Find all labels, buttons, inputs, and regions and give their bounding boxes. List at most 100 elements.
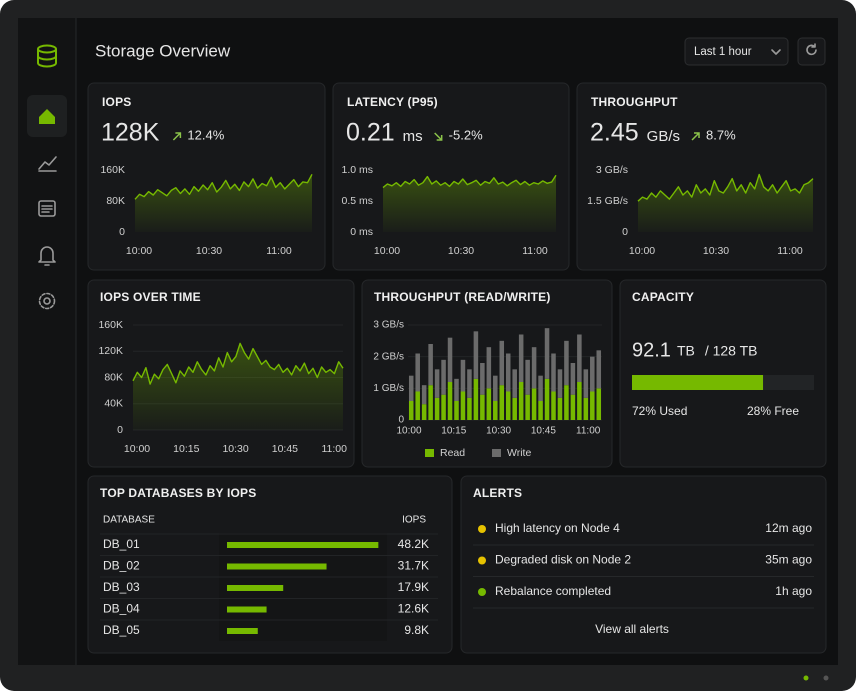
db-iops: 12.6K bbox=[398, 602, 429, 616]
status-dot bbox=[478, 588, 486, 596]
nav-list-icon[interactable] bbox=[38, 200, 56, 217]
alert-text: Rebalance completed bbox=[495, 584, 611, 598]
refresh-button[interactable] bbox=[797, 37, 826, 66]
db-name: DB_01 bbox=[103, 537, 140, 551]
x-tick-label: 10:30 bbox=[448, 245, 474, 257]
legend-label: Write bbox=[507, 447, 531, 459]
nav-alerts-icon[interactable] bbox=[38, 246, 56, 266]
db-iops: 9.8K bbox=[404, 623, 429, 637]
status-dot bbox=[478, 525, 486, 533]
card-title: ALERTS bbox=[473, 486, 522, 500]
bar bbox=[480, 394, 485, 420]
card bbox=[460, 475, 827, 654]
x-tick-label: 10:00 bbox=[396, 426, 421, 437]
y-tick-label: 3 GB/s bbox=[373, 320, 404, 331]
bar bbox=[544, 328, 550, 379]
x-tick-label: 10:45 bbox=[531, 426, 556, 437]
card-title: CAPACITY bbox=[632, 290, 694, 304]
bar bbox=[512, 369, 517, 398]
db-name: DB_05 bbox=[103, 623, 140, 637]
nav-home-icon[interactable] bbox=[39, 109, 55, 124]
dropdown-chevron[interactable] bbox=[771, 49, 781, 55]
y-tick-label: 160K bbox=[100, 164, 125, 176]
capacity-bar bbox=[632, 375, 764, 390]
x-tick-label: 10:00 bbox=[124, 443, 150, 455]
card bbox=[576, 82, 827, 271]
bar bbox=[525, 394, 530, 420]
x-tick-label: 10:30 bbox=[222, 443, 248, 455]
bar bbox=[408, 401, 414, 420]
y-tick-label: 160K bbox=[98, 319, 123, 331]
bar bbox=[493, 375, 498, 401]
bar bbox=[227, 585, 284, 591]
bar bbox=[499, 385, 505, 420]
trend-arrow bbox=[691, 132, 700, 141]
bar bbox=[583, 369, 589, 398]
bar bbox=[557, 397, 563, 420]
line bbox=[132, 342, 344, 385]
bar bbox=[428, 385, 433, 420]
x-tick-label: 10:00 bbox=[126, 245, 152, 257]
line-area bbox=[133, 343, 343, 430]
view-all-link[interactable]: View all alerts bbox=[595, 622, 669, 636]
kpi-title: THROUGHPUT bbox=[591, 95, 678, 109]
bar bbox=[467, 369, 472, 398]
card-title: TOP DATABASES BY IOPS bbox=[100, 486, 256, 500]
bar bbox=[538, 401, 543, 420]
nav-analytics-icon[interactable] bbox=[38, 156, 57, 172]
db-name: DB_02 bbox=[103, 559, 140, 573]
bar bbox=[227, 563, 327, 570]
bar bbox=[583, 397, 589, 420]
y-tick-label: 2 GB/s bbox=[373, 351, 404, 362]
nav-settings-icon[interactable] bbox=[38, 292, 56, 310]
bar bbox=[415, 353, 420, 392]
bar bbox=[499, 340, 505, 386]
x-tick-label: 10:30 bbox=[486, 426, 511, 437]
bar bbox=[460, 391, 466, 420]
kpi-title: LATENCY (P95) bbox=[347, 95, 438, 109]
trend-arrow bbox=[172, 132, 182, 141]
x-tick-label: 10:15 bbox=[173, 443, 199, 455]
status-dot bbox=[478, 556, 486, 565]
capacity-total: / 128 TB bbox=[705, 343, 758, 359]
bar bbox=[460, 359, 466, 392]
card-title: IOPS OVER TIME bbox=[100, 290, 201, 304]
x-tick-label: 10:00 bbox=[374, 245, 400, 257]
y-tick-label: 80K bbox=[104, 371, 123, 383]
bar bbox=[590, 356, 595, 392]
kpi-change: -5.2% bbox=[449, 127, 483, 142]
bar bbox=[570, 363, 576, 395]
indicator-led bbox=[823, 675, 829, 681]
card-title: THROUGHPUT (READ/WRITE) bbox=[374, 290, 551, 304]
bar bbox=[564, 340, 569, 386]
bar bbox=[480, 363, 485, 395]
bar bbox=[570, 394, 576, 420]
bar bbox=[551, 391, 556, 420]
refresh-icon[interactable] bbox=[806, 43, 817, 56]
bar bbox=[544, 378, 550, 420]
kpi-title: IOPS bbox=[102, 95, 131, 109]
time-range-dropdown[interactable] bbox=[684, 37, 789, 66]
bar bbox=[441, 359, 446, 395]
bar bbox=[564, 385, 569, 420]
bar bbox=[486, 388, 492, 420]
bar bbox=[441, 394, 446, 420]
time-range-label[interactable]: Last 1 hour bbox=[694, 46, 752, 58]
card bbox=[87, 82, 326, 271]
kpi-value: 2.45 bbox=[590, 119, 639, 147]
kpi-change: 12.4% bbox=[187, 127, 224, 142]
kpi-value: 0.21 bbox=[346, 119, 395, 147]
bar bbox=[227, 628, 258, 634]
line-area bbox=[638, 174, 813, 232]
y-tick-label: 0 bbox=[117, 424, 123, 436]
y-tick-label: 0.5 ms bbox=[341, 195, 373, 207]
x-tick-label: 11:00 bbox=[576, 426, 601, 437]
kpi-unit: ms bbox=[403, 128, 423, 145]
card bbox=[332, 82, 570, 271]
y-tick-label: 1 GB/s bbox=[373, 383, 404, 394]
y-tick-label: 3 GB/s bbox=[596, 164, 628, 176]
bar bbox=[447, 382, 453, 420]
bar bbox=[447, 337, 453, 382]
